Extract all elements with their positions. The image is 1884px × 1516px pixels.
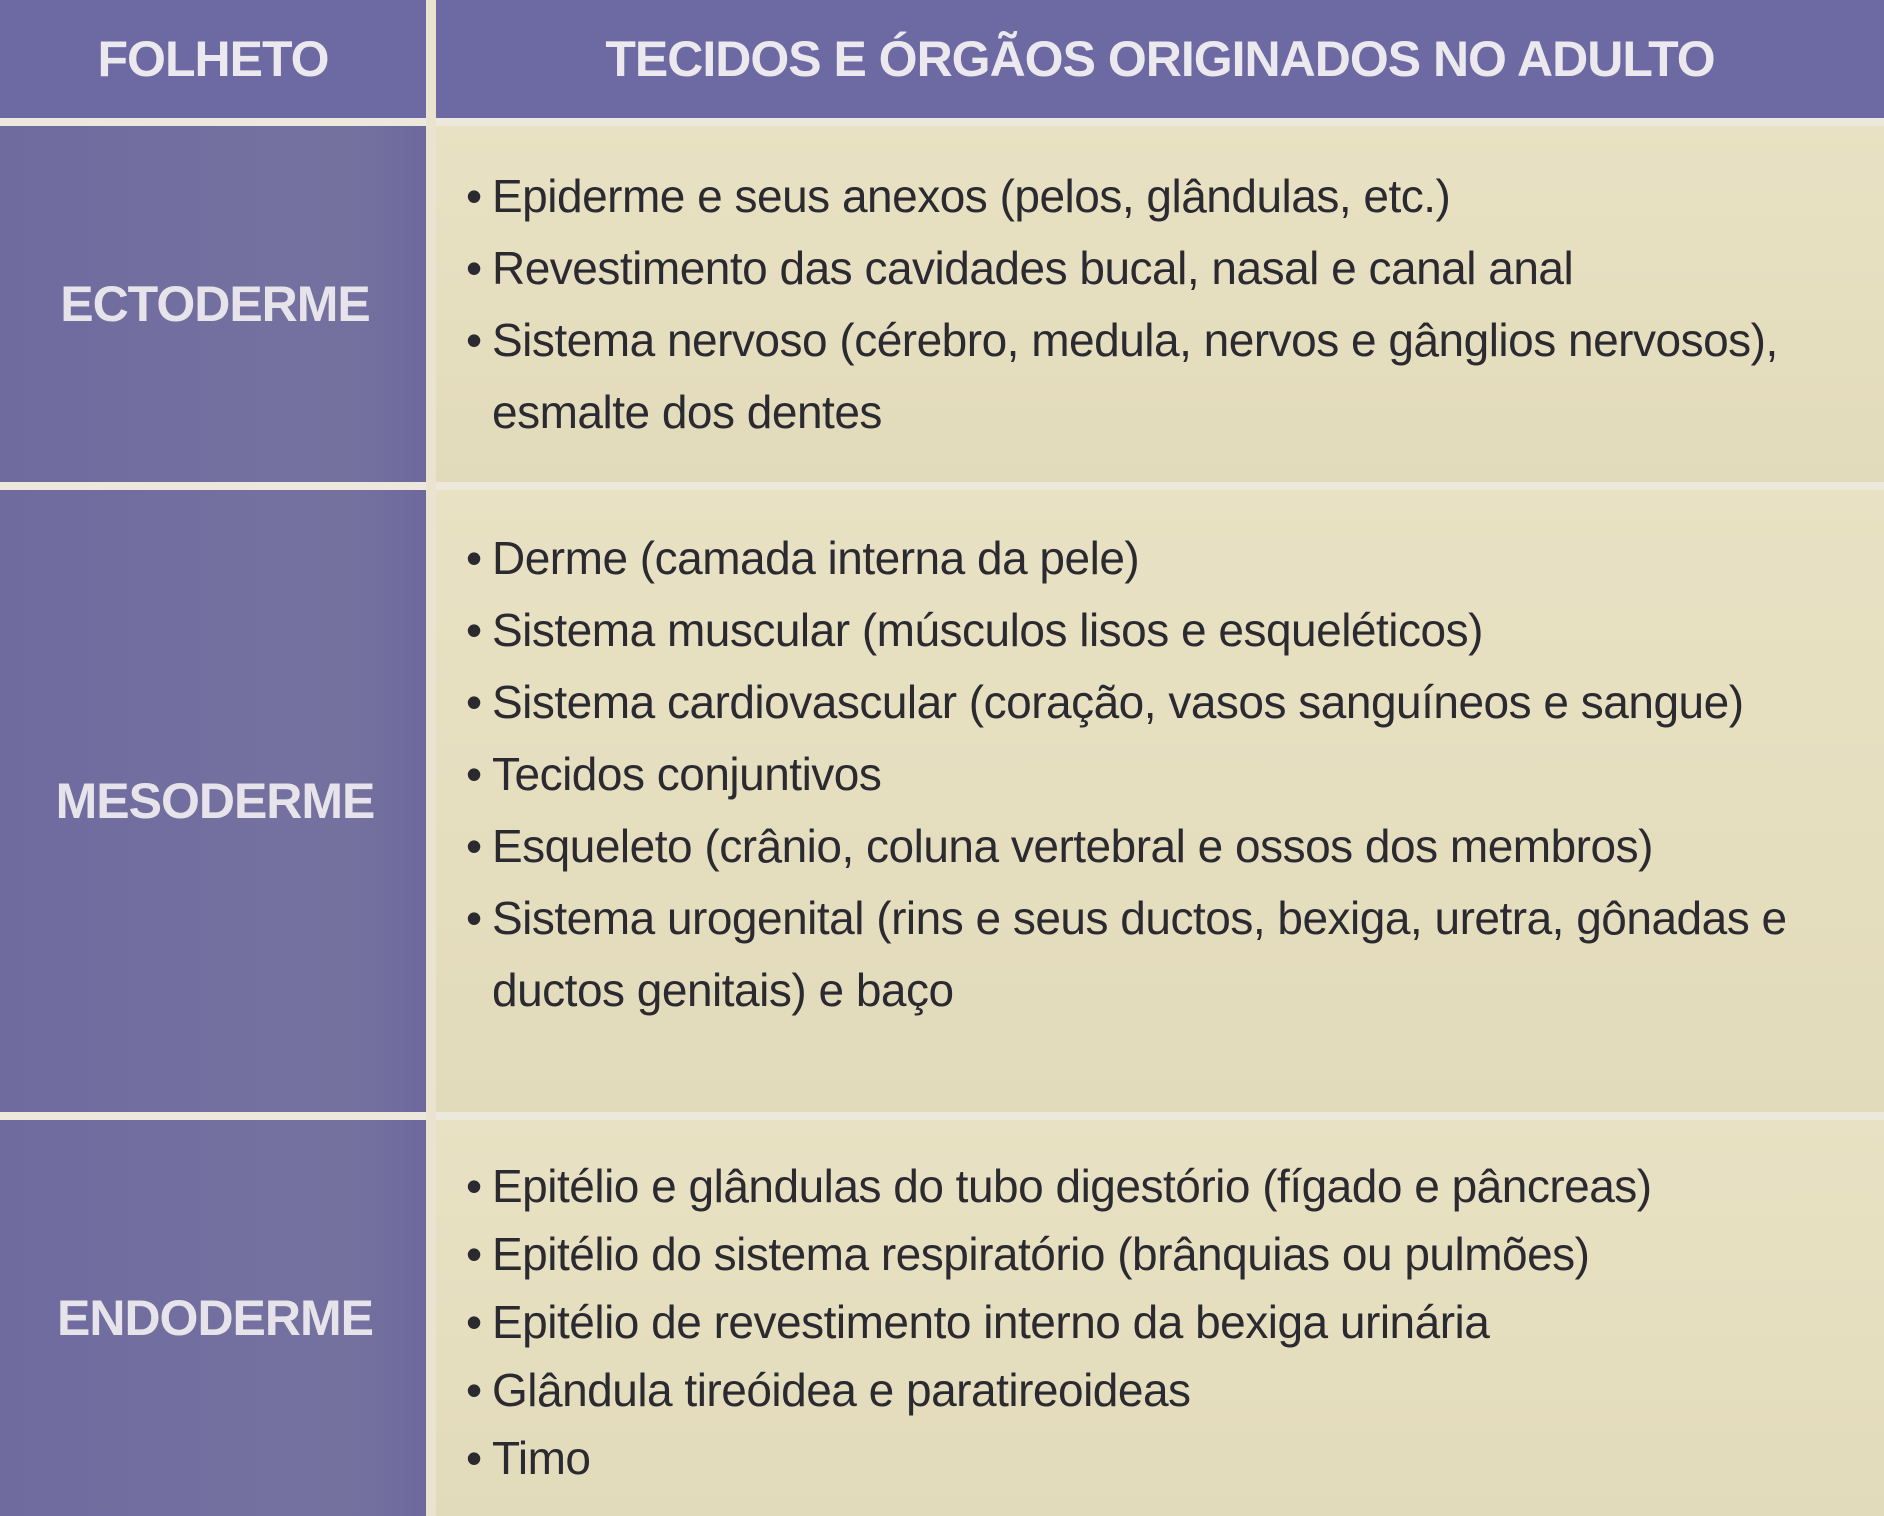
header-folheto: FOLHETO [0,0,426,118]
list-item: Epitélio e glândulas do tubo digestório … [466,1152,1854,1220]
list-item: Esqueleto (crânio, coluna vertebral e os… [466,810,1804,882]
list-item: Sistema cardiovascular (coração, vasos s… [466,666,1804,738]
list-item: Derme (camada interna da pele) [466,522,1804,594]
item-list: Epitélio e glândulas do tubo digestório … [466,1152,1854,1492]
row-endoderme: ENDODERME Epitélio e glândulas do tubo d… [0,1120,1884,1516]
list-item: Epitélio do sistema respiratório (brânqu… [466,1220,1854,1288]
column-divider [426,0,436,1516]
list-item: Timo [466,1424,1854,1492]
divider [0,482,1884,490]
list-item: Revestimento das cavidades bucal, nasal … [466,232,1854,304]
list-item: Sistema muscular (músculos lisos e esque… [466,594,1804,666]
row-label: ENDODERME [0,1120,430,1516]
list-item: Glândula tireóidea e paratireoideas [466,1356,1854,1424]
list-item: Epitélio de revestimento interno da bexi… [466,1288,1854,1356]
divider [0,118,1884,126]
divider [0,1112,1884,1120]
row-label: MESODERME [0,490,430,1112]
list-item: Sistema nervoso (cérebro, medula, nervos… [466,304,1854,448]
list-item: Tecidos conjuntivos [466,738,1804,810]
row-mesoderme: MESODERME Derme (camada interna da pele)… [0,490,1884,1112]
row-label: ECTODERME [0,126,430,482]
list-item: Epiderme e seus anexos (pelos, glândulas… [466,160,1854,232]
item-list: Derme (camada interna da pele) Sistema m… [466,522,1804,1026]
item-list: Epiderme e seus anexos (pelos, glândulas… [466,160,1854,448]
header-tecidos: TECIDOS E ÓRGÃOS ORIGINADOS NO ADULTO [436,0,1884,118]
list-item: Sistema urogenital (rins e seus ductos, … [466,882,1804,1026]
row-ectoderme: ECTODERME Epiderme e seus anexos (pelos,… [0,126,1884,482]
